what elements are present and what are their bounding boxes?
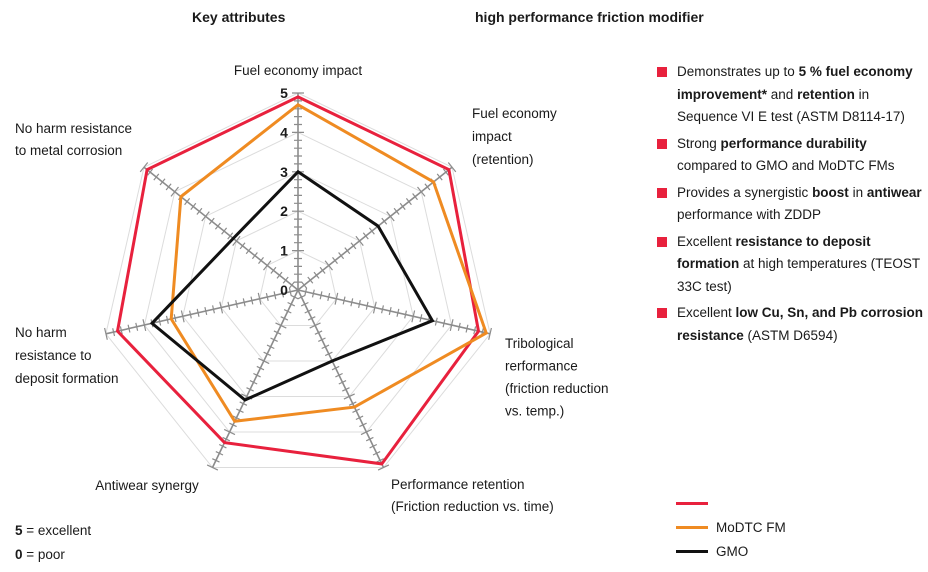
- tick-label-2: 2: [280, 203, 288, 219]
- feature-text: and: [767, 86, 798, 102]
- axis-label-5: Antiwear synergy: [95, 478, 199, 493]
- grid-ring-4: [143, 131, 453, 433]
- axis-spoke-2: [297, 166, 453, 291]
- axis-ticks-3: [304, 287, 492, 340]
- heading-product: high performance friction modifier: [475, 9, 704, 25]
- axis-ticks-2: [301, 162, 457, 289]
- feature-text: Demonstrates up to: [677, 64, 799, 79]
- bullet-square-icon: [657, 308, 667, 318]
- tick-label-5: 5: [280, 85, 288, 101]
- legend-swatch: [676, 549, 708, 553]
- feature-highlight: resistance to deposit formation: [677, 233, 871, 272]
- axis-spoke-5: [211, 289, 299, 468]
- grid-ring-3: [182, 171, 414, 397]
- bullet-square-icon: [657, 236, 667, 247]
- axis-label-4: Performance retention (Friction reduction…: [391, 477, 554, 514]
- feature-text: at high temperatures (TEOST 33C test): [677, 256, 920, 294]
- legend-label: MoDTC FM: [716, 519, 786, 535]
- scale-note-poor: 0 = poor: [15, 547, 65, 562]
- feature-list: Demonstrates up to 5 % fuel economy impr…: [656, 61, 926, 351]
- scale-excellent-value: 5: [15, 523, 23, 538]
- series-gmo-polygon: [149, 169, 435, 402]
- axis-ticks-5: [206, 294, 299, 471]
- scale-note-excellent: 5 = excellent: [15, 523, 91, 538]
- axis-ticks-1: [292, 92, 304, 283]
- legend: MoDTC FM GMO: [676, 493, 786, 565]
- scale-poor-text: = poor: [22, 547, 65, 562]
- tick-label-0: 0: [280, 282, 288, 298]
- feature-text: performance with ZDDP: [677, 207, 822, 222]
- grid-ring-1: [259, 250, 337, 326]
- feature-item-1: Demonstrates up to 5 % fuel economy impr…: [656, 61, 926, 129]
- axis-spoke-4: [297, 289, 385, 468]
- radar-axis-labels: Fuel economy impact Fuel economy impact (re…: [15, 63, 609, 514]
- axis-spoke-3: [297, 289, 491, 335]
- legend-label: GMO: [716, 543, 749, 559]
- axis-ticks-7: [139, 162, 295, 289]
- tick-label-3: 3: [280, 164, 288, 180]
- radar-series: [115, 95, 489, 466]
- radar-tick-labels: 0 1 2 3 4 5: [280, 85, 288, 298]
- axis-spoke-7: [143, 166, 299, 291]
- axis-label-1: Fuel economy impact: [234, 63, 363, 78]
- axis-spoke-6: [105, 289, 299, 335]
- series-product-polygon: [115, 95, 481, 466]
- axis-label-7: No harm resistance to metal corrosion: [15, 121, 132, 158]
- feature-highlight: antiwear: [866, 184, 922, 200]
- scale-excellent-text: = excellent: [22, 523, 92, 538]
- legend-item-1: [676, 493, 786, 513]
- feature-highlight: 5 % fuel economy improvement*: [677, 64, 913, 102]
- axis-ticks-4: [297, 294, 390, 471]
- series-modtc-fm-polygon: [169, 102, 489, 423]
- bullet-square-icon: [657, 67, 667, 77]
- feature-item-5: Excellent low Cu, Sn, and Pb corrosion r…: [656, 302, 926, 347]
- axis-label-6: No harm resistance to deposit formation: [15, 325, 119, 386]
- feature-text: Excellent: [677, 233, 736, 249]
- legend-item-3: GMO: [676, 541, 786, 561]
- feature-text: in Sequence VI E test (ASTM D8114-17): [677, 86, 905, 125]
- legend-swatch: [676, 525, 708, 529]
- radar-axes: [104, 92, 492, 471]
- grid-ring-5: [105, 92, 491, 468]
- feature-highlight: retention: [797, 86, 855, 102]
- bullet-square-icon: [657, 187, 667, 198]
- scale-poor-value: 0: [15, 547, 23, 562]
- feature-item-4: Excellent resistance to deposit formatio…: [656, 231, 926, 299]
- axis-ticks-6: [104, 287, 292, 340]
- feature-text: Provides a synergistic: [677, 184, 813, 200]
- bullet-square-icon: [657, 138, 667, 149]
- feature-text: Excellent: [677, 305, 736, 320]
- feature-item-2: Strong performance durability compared t…: [656, 133, 926, 178]
- feature-text: Strong: [677, 135, 721, 151]
- tick-label-1: 1: [280, 243, 288, 259]
- feature-highlight: low Cu, Sn, and Pb corrosion resistance: [677, 305, 924, 343]
- heading-key-attributes: Key attributes: [192, 9, 286, 25]
- axis-label-2: Fuel economy impact (retention): [472, 106, 557, 167]
- axis-label-3: Tribological rerformance (friction reducti…: [505, 336, 609, 419]
- feature-item-3: Provides a synergistic boost in antiwear…: [656, 182, 926, 227]
- tick-label-4: 4: [280, 124, 288, 140]
- feature-text: (ASTM D6594): [743, 327, 838, 343]
- feature-highlight: performance durability: [720, 135, 867, 151]
- feature-text: compared to GMO and MoDTC FMs: [677, 158, 895, 173]
- legend-item-2: MoDTC FM: [676, 517, 786, 537]
- feature-text: in: [848, 184, 867, 200]
- grid-ring-2: [220, 210, 376, 362]
- radar-grid: [105, 92, 491, 468]
- feature-highlight: boost: [812, 184, 849, 200]
- legend-swatch: [676, 501, 708, 505]
